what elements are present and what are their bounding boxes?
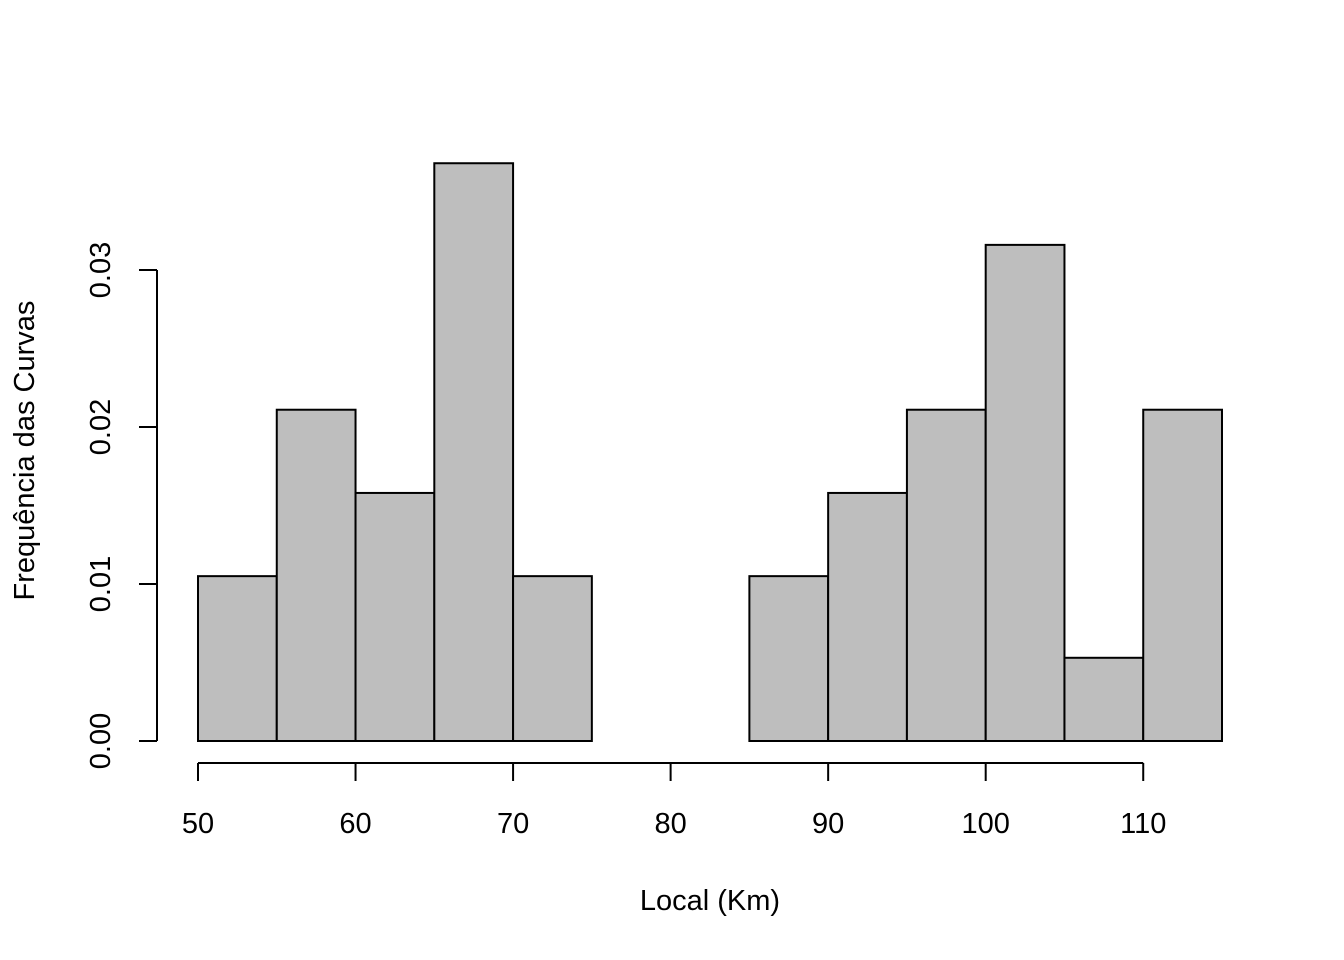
histogram-bar	[275, 408, 357, 742]
y-tick-label: 0.02	[85, 399, 117, 455]
x-tick-label: 80	[654, 808, 686, 840]
x-tick-label: 90	[812, 808, 844, 840]
y-axis: 0.00 0.01 0.02 0.03	[85, 242, 158, 769]
histogram-bar	[512, 575, 593, 743]
histogram-bar	[827, 491, 908, 742]
bars-group	[197, 162, 1223, 743]
histogram-bar	[1063, 656, 1145, 742]
histogram-bar	[1142, 408, 1223, 742]
histogram-bar	[433, 162, 515, 743]
histogram-bar	[984, 243, 1066, 742]
x-axis: 50 60 70 80 90 100 110	[182, 762, 1166, 840]
x-axis-label: Local (Km)	[640, 885, 780, 917]
histogram-bar	[197, 575, 278, 743]
x-tick-label: 100	[961, 808, 1009, 840]
histogram-bar	[905, 408, 987, 742]
y-axis-label: Frequência das Curvas	[9, 301, 41, 601]
y-tick-label: 0.00	[85, 713, 117, 769]
histogram-bar	[748, 575, 830, 743]
x-tick-label: 50	[182, 808, 214, 840]
y-tick-label: 0.03	[85, 242, 117, 298]
x-tick-label: 110	[1120, 808, 1166, 840]
x-tick-label: 60	[339, 808, 371, 840]
y-tick-label: 0.01	[85, 556, 117, 612]
x-tick-label: 70	[497, 808, 529, 840]
histogram-bar	[354, 491, 436, 742]
